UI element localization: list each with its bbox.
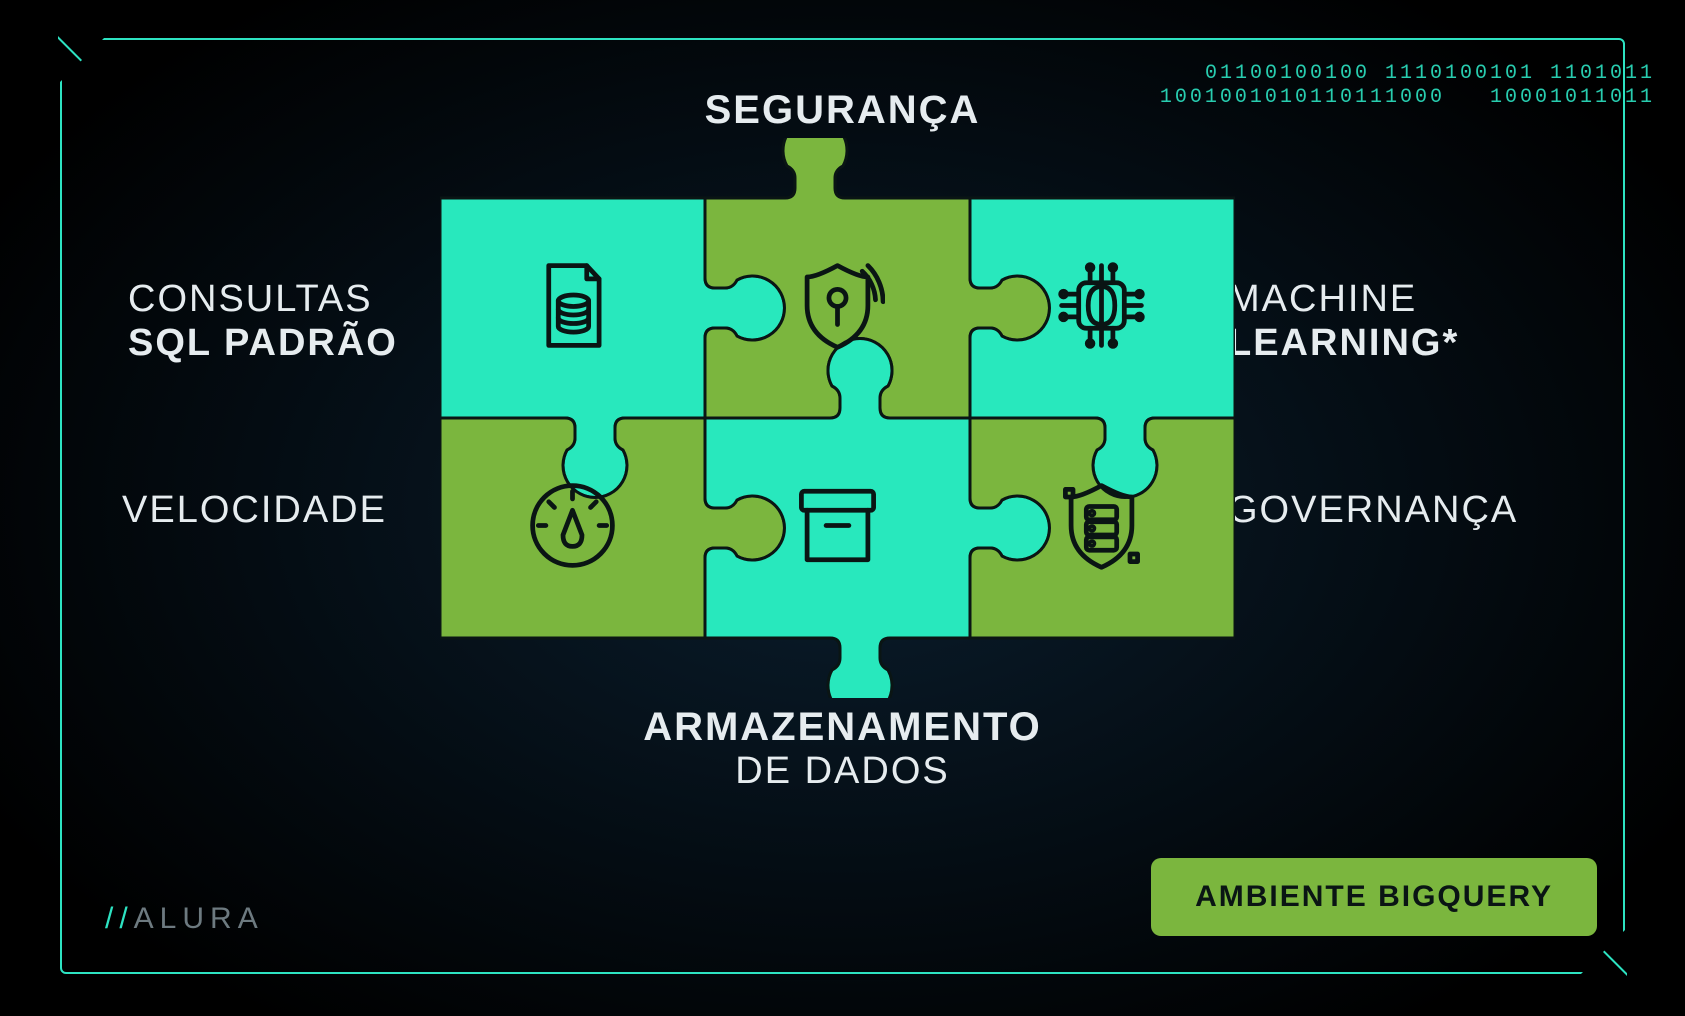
puzzle-grid [440,138,1235,698]
archive-box-icon [790,478,885,573]
label-bottom-right: GOVERNANÇA [1228,489,1518,533]
gauge-icon [525,478,620,573]
environment-badge: AMBIENTE BIGQUERY [1151,858,1597,936]
brand-logo: //ALURA [105,902,264,936]
label-top: SEGURANÇA [0,88,1685,133]
label-bottom-left: VELOCIDADE [122,489,387,533]
label-top-right: MACHINE LEARNING* [1228,278,1459,365]
label-top-left: CONSULTAS SQL PADRÃO [128,278,398,365]
shield-key-icon [790,258,885,353]
label-bottom: ARMAZENAMENTO DE DADOS [0,705,1685,793]
shield-server-icon [1054,478,1149,573]
database-file-icon [525,258,620,353]
ai-chip-icon [1054,258,1149,353]
